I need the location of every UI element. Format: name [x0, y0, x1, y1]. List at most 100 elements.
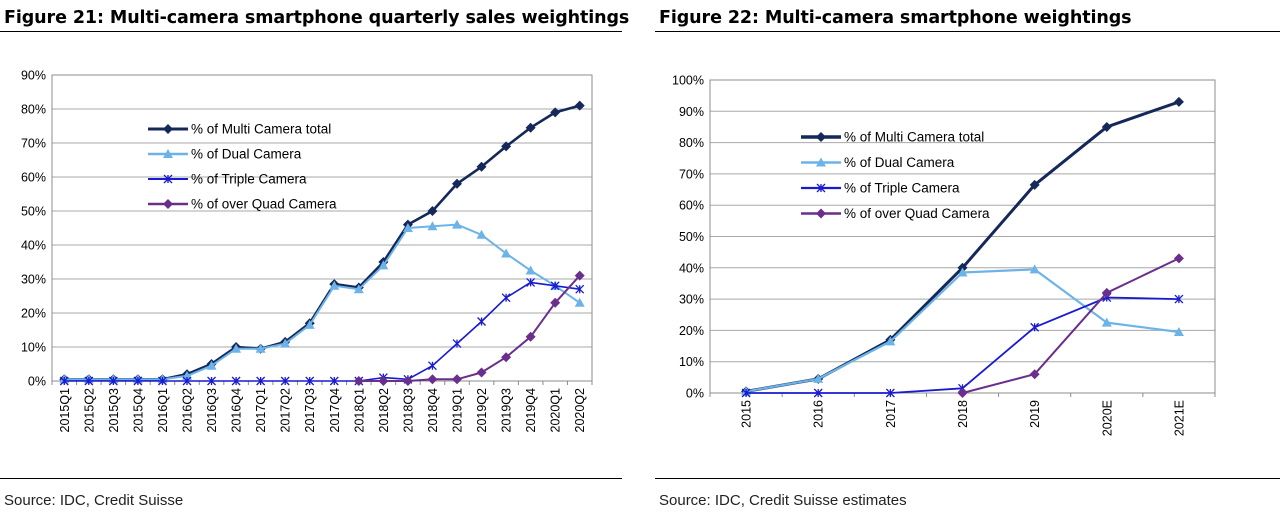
y-tick-label: 30% [21, 273, 46, 287]
data-point [885, 336, 896, 346]
x-tick-label: 2018Q3 [401, 388, 415, 433]
y-tick-label: 0% [28, 375, 46, 389]
data-point [108, 376, 118, 386]
y-tick-label: 100% [672, 74, 704, 88]
data-point [550, 107, 561, 118]
x-tick-label: 2015 [740, 400, 754, 428]
data-point [1174, 294, 1184, 304]
data-point [256, 376, 266, 386]
x-tick-label: 2018 [956, 400, 970, 428]
data-point [501, 141, 512, 152]
data-point [501, 352, 512, 363]
data-point [957, 267, 968, 277]
data-point [59, 376, 69, 386]
data-point [304, 319, 315, 329]
data-point [329, 280, 340, 290]
x-tick-label: 2019Q3 [500, 388, 514, 433]
x-axis-tick-labels: 2015 2016 2017 2018 2019 2020E 2021E [709, 393, 1216, 436]
x-tick-label: 2018Q2 [377, 388, 391, 433]
x-tick-label: 2016 [812, 400, 826, 428]
legend-label: % of Multi Camera total [844, 130, 984, 145]
data-point [476, 229, 487, 239]
data-point [550, 281, 560, 291]
data-point [353, 284, 364, 294]
data-point [378, 260, 389, 270]
data-point [1101, 317, 1112, 327]
legend-item: % of Multi Camera total [148, 122, 331, 137]
data-point [476, 161, 487, 172]
series-pct-of-dual-camera [741, 264, 1184, 396]
data-point [206, 360, 217, 370]
y-tick-label: 70% [679, 167, 704, 181]
series-pct-of-over-quad-camera [353, 270, 585, 386]
data-point [885, 388, 895, 398]
x-tick-label: 2015Q2 [82, 388, 96, 433]
data-point [957, 388, 968, 398]
series-pct-of-over-quad-camera [957, 253, 1184, 398]
figure-22-panel: Figure 22: Multi-camera smartphone weigh… [655, 0, 1282, 519]
data-point [813, 373, 824, 383]
x-axis-tick-labels: 2015Q1 2015Q2 2015Q3 2015Q4 2016Q1 2016Q2 2016… [51, 381, 593, 433]
data-point [525, 265, 536, 275]
y-tick-label: 40% [679, 261, 704, 275]
data-point [280, 376, 290, 386]
series-pct-of-triple-camera [59, 277, 585, 386]
figure-22-bottom-rule [655, 478, 1280, 479]
data-point [575, 284, 585, 294]
y-tick-label: 30% [679, 293, 704, 307]
legend: % of Multi Camera total % of Dual Camera%… [801, 130, 990, 221]
x-tick-label: 2017 [884, 400, 898, 428]
legend-marker [163, 149, 173, 158]
data-point [207, 376, 217, 386]
figure-21-panel: Figure 21: Multi-camera smartphone quart… [0, 0, 629, 519]
y-tick-label: 90% [679, 105, 704, 119]
series-line [358, 274, 581, 382]
data-point [477, 317, 487, 326]
x-tick-label: 2015Q3 [107, 388, 121, 433]
data-point [402, 376, 413, 386]
data-point [452, 178, 462, 189]
data-point [157, 376, 167, 386]
legend-item: % of over Quad Camera [801, 206, 990, 221]
series-line [64, 281, 580, 382]
data-point [231, 376, 241, 386]
data-point [231, 343, 242, 353]
x-tick-label: 2017Q2 [279, 388, 293, 433]
data-point [550, 297, 561, 308]
data-point [1029, 369, 1040, 380]
legend-label: % of Dual Camera [844, 155, 955, 170]
x-tick-label: 2016Q3 [205, 388, 219, 433]
x-tick-label: 2015Q4 [131, 388, 145, 433]
data-point [452, 339, 462, 349]
data-point [741, 388, 751, 398]
series-line [64, 223, 581, 381]
data-point [378, 376, 389, 386]
x-tick-label: 2020Q1 [549, 388, 563, 433]
legend-marker [163, 199, 173, 209]
x-tick-label: 2021E [1172, 400, 1186, 436]
legend-marker [816, 183, 826, 193]
legend-item: % of Dual Camera [148, 147, 302, 162]
legend: % of Multi Camera total % of Dual Camera%… [148, 122, 337, 212]
data-point [255, 343, 266, 353]
legend-item: % of Multi Camera total [801, 130, 984, 145]
series-line [745, 100, 1180, 393]
legend-marker [816, 157, 826, 167]
data-point [1173, 253, 1184, 264]
data-point [1029, 179, 1040, 190]
y-axis-tick-labels: 0% 10% 20% 30% 40% 50% 60% 70% 80% 90% [21, 69, 46, 389]
data-point [476, 367, 487, 378]
data-point [133, 376, 143, 386]
legend-item: % of Triple Camera [801, 181, 960, 196]
data-point [182, 376, 192, 386]
data-point [427, 361, 437, 371]
y-tick-label: 80% [21, 103, 46, 117]
y-tick-label: 50% [21, 205, 46, 219]
figure-21-top-rule [0, 31, 622, 32]
series-line [962, 257, 1180, 394]
data-point [305, 376, 315, 386]
legend-item: % of over Quad Camera [148, 197, 337, 212]
y-tick-label: 90% [21, 69, 46, 83]
figure-21-title: Figure 21: Multi-camera smartphone quart… [4, 8, 630, 28]
y-tick-label: 40% [21, 239, 46, 253]
